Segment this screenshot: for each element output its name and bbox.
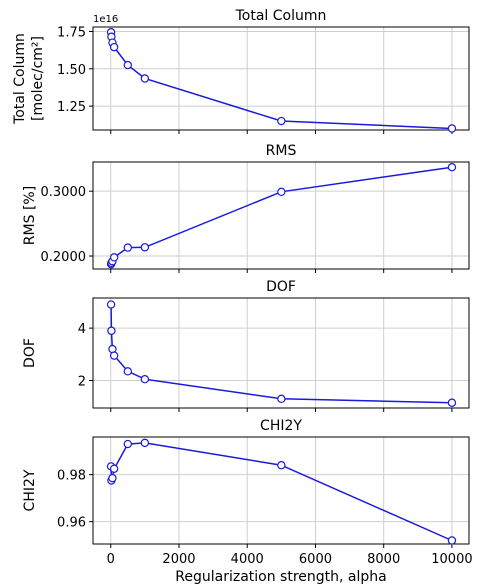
- data-point: [277, 461, 286, 470]
- data-point: [108, 473, 117, 483]
- axes-frame: [92, 26, 470, 131]
- y-tick-label: 2: [78, 375, 86, 390]
- y-axis-label: CHI2Y: [22, 469, 38, 511]
- series-line: [110, 32, 452, 130]
- data-point: [140, 374, 150, 384]
- data-point: [123, 367, 133, 376]
- y-axis-label: RMS [%]: [22, 186, 38, 245]
- y-tick-label: 4: [78, 322, 86, 337]
- series-line: [110, 304, 452, 404]
- data-point: [107, 326, 116, 335]
- axes-frame: [92, 161, 470, 270]
- data-point: [447, 536, 457, 545]
- subplot-rms: 0.2000 0.3000 RMS RMS [%]: [22, 143, 470, 273]
- y-tick-label: 0.96: [57, 516, 86, 531]
- y-axis-label: Total Column: [12, 33, 28, 125]
- subplot-title: Total Column: [235, 8, 327, 24]
- data-point: [277, 116, 286, 126]
- data-point: [140, 74, 150, 83]
- data-point: [277, 187, 286, 197]
- y-tick-label: 1.25: [57, 100, 86, 115]
- data-point: [123, 60, 133, 70]
- x-tick-label: 10000: [431, 552, 472, 567]
- data-point: [140, 438, 150, 448]
- data-point: [109, 464, 119, 473]
- subplot-title: CHI2Y: [260, 418, 302, 434]
- data-point: [123, 439, 133, 449]
- offset-text: 1e16: [93, 14, 118, 25]
- series-line: [110, 442, 453, 542]
- data-point: [140, 243, 150, 252]
- y-tick-label: 1.50: [57, 63, 86, 78]
- y-axis-label: DOF: [22, 338, 38, 368]
- subplot-title: RMS: [266, 143, 297, 159]
- data-point: [109, 253, 119, 262]
- x-tick-label: 8000: [367, 552, 400, 567]
- y-tick-label: 0.3000: [41, 185, 87, 200]
- y-tick-label: 0.2000: [41, 250, 87, 265]
- subplot-chi2y: 0.96 0.98 CHI2Y CHI2Y 0 2000 4000 6000 8000 10000…: [22, 418, 473, 585]
- data-point: [109, 351, 119, 360]
- x-tick-label: 0: [107, 552, 115, 567]
- data-point: [106, 300, 116, 309]
- x-axis-label: Regularization strength, alpha: [175, 569, 386, 585]
- data-point: [447, 162, 457, 172]
- series-line: [110, 166, 453, 265]
- x-tick-label: 2000: [162, 552, 195, 567]
- data-point: [447, 398, 457, 407]
- x-tick-label: 4000: [231, 552, 264, 567]
- axes-frame: [92, 297, 470, 409]
- data-point: [123, 243, 133, 252]
- y-tick-label: 1.75: [57, 25, 86, 40]
- subplot-title: DOF: [266, 279, 296, 295]
- axes-frame: [92, 436, 470, 545]
- data-point: [109, 42, 119, 52]
- y-axis-label: [molec/cm²]: [30, 36, 46, 121]
- x-tick-label: 6000: [299, 552, 332, 567]
- y-tick-label: 0.98: [57, 469, 86, 484]
- data-point: [447, 124, 457, 133]
- subplot-dof: 2 4 DOF DOF: [22, 279, 470, 412]
- data-point: [277, 394, 286, 404]
